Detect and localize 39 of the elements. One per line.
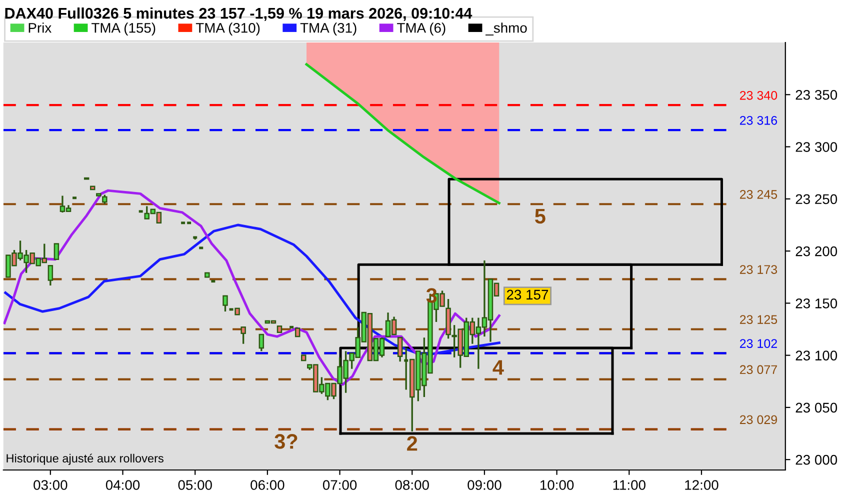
x-tick-label: 06:00	[250, 480, 284, 490]
x-tick-label: 04:00	[106, 480, 140, 490]
annotation: 3?	[274, 434, 298, 449]
ref-line-label: 23 340	[740, 90, 778, 100]
x-tick-label: 09:00	[468, 480, 502, 490]
x-tick-label: 08:00	[395, 480, 429, 490]
ref-line-label: 23 245	[740, 190, 778, 199]
x-tick-label: 07:00	[322, 480, 357, 490]
ref-line-label: 23 077	[740, 365, 777, 374]
ref-line-label: 23 173	[740, 265, 778, 274]
y-tick-label: 23 150	[796, 298, 838, 308]
x-tick-label: 12:00	[685, 480, 718, 490]
legend-label: Prix	[28, 22, 52, 33]
annotation: 23 157	[506, 290, 548, 300]
y-tick-label: 23 300	[796, 142, 838, 152]
y-tick-label: 23 200	[796, 246, 838, 256]
x-tick-label: 05:00	[178, 480, 212, 490]
annotation: 5	[535, 209, 546, 224]
y-tick-label: 23 100	[796, 350, 838, 360]
legend-label: TMA (6)	[397, 22, 446, 36]
legend-label: TMA (31)	[300, 22, 356, 36]
y-tick-label: 23 050	[796, 402, 838, 413]
ref-line-label: 23 316	[740, 116, 778, 125]
legend-label: _shmo	[485, 22, 527, 36]
y-tick-label: 23 250	[796, 194, 838, 204]
annotation: 4	[492, 360, 504, 375]
x-tick-label: 03:00	[34, 480, 68, 490]
annotation: Historique ajusté aux rollovers	[6, 454, 164, 465]
chart-title: DAX40 Full0326 5 minutes 23 157 -1,59 % 19 mars 2026, 09:10:44	[5, 8, 472, 21]
legend-label: TMA (155)	[92, 22, 156, 36]
x-tick-label: 11:00	[613, 480, 646, 490]
y-tick-label: 23 350	[796, 90, 838, 100]
annotation: 2	[407, 436, 418, 451]
y-tick-label: 23 000	[796, 454, 838, 465]
x-tick-label: 10:00	[540, 480, 574, 490]
ref-line-label: 23 102	[740, 339, 777, 348]
ref-line-label: 23 125	[740, 315, 778, 324]
ref-line-label: 23 029	[740, 415, 777, 424]
legend-label: TMA (310)	[196, 22, 260, 36]
